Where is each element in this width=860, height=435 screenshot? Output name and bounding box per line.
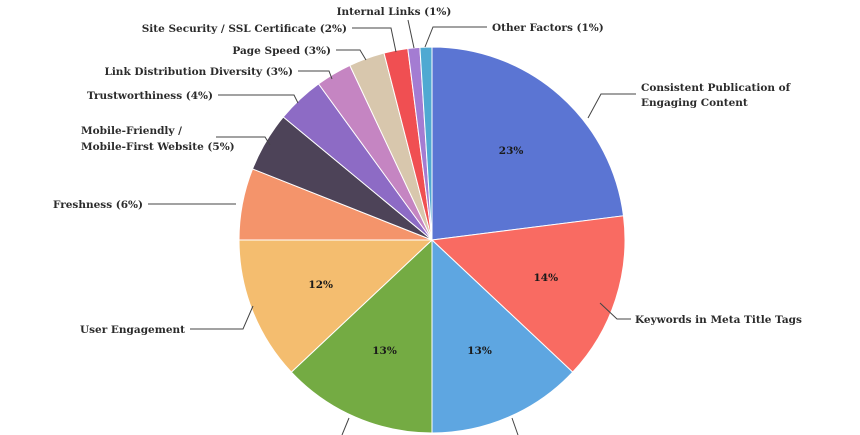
pie-percent-label-1: 14% xyxy=(534,272,559,284)
label-page-speed: Page Speed (3%) xyxy=(232,45,331,57)
leader-consistent xyxy=(587,93,636,119)
label-consistent-line1: Consistent Publication of xyxy=(641,82,792,94)
leader-bottom-right xyxy=(511,417,519,435)
label-trust: Trustworthiness (4%) xyxy=(87,90,213,102)
pie-slice-4 xyxy=(238,239,434,373)
label-user-engagement: User Engagement xyxy=(80,324,185,336)
label-mobile-line2: Mobile-First Website (5%) xyxy=(81,141,235,153)
leader-lines xyxy=(148,19,636,435)
pie-slice-2 xyxy=(431,238,574,434)
pie-slice-1 xyxy=(430,215,626,373)
leader-page-speed xyxy=(336,49,367,61)
label-keywords: Keywords in Meta Title Tags xyxy=(635,314,802,326)
slices-layer xyxy=(238,46,626,434)
label-link-div: Link Distribution Diversity (3%) xyxy=(104,66,293,78)
leader-mobile xyxy=(216,136,271,146)
leader-link-div xyxy=(298,70,333,80)
label-mobile-line1: Mobile-Friendly / xyxy=(81,125,182,137)
leader-other xyxy=(424,26,487,48)
percent-labels-layer: 23% 14% 13% 13% 12% xyxy=(308,145,558,357)
category-labels: Consistent Publication of Engaging Conte… xyxy=(53,6,802,336)
pie-percent-label-3: 13% xyxy=(372,345,397,357)
leader-bottom-left xyxy=(341,417,350,435)
pie-slice-12 xyxy=(419,46,433,241)
leader-internal xyxy=(407,19,415,49)
pie-percent-label-4: 12% xyxy=(308,279,333,291)
leader-trust xyxy=(218,94,299,104)
leader-user-engagement xyxy=(190,305,254,330)
leader-ssl xyxy=(352,27,397,53)
pie-percent-label-2: 13% xyxy=(467,345,492,357)
label-internal: Internal Links (1%) xyxy=(337,6,452,18)
pie-percent-label-0: 23% xyxy=(499,145,524,157)
leader-keywords xyxy=(599,302,631,320)
label-other: Other Factors (1%) xyxy=(492,22,604,34)
label-consistent-line2: Engaging Content xyxy=(641,97,748,109)
pie-slice-3 xyxy=(290,238,433,434)
pie-slice-0 xyxy=(431,46,625,241)
label-ssl: Site Security / SSL Certificate (2%) xyxy=(142,23,347,35)
label-freshness: Freshness (6%) xyxy=(53,199,143,211)
